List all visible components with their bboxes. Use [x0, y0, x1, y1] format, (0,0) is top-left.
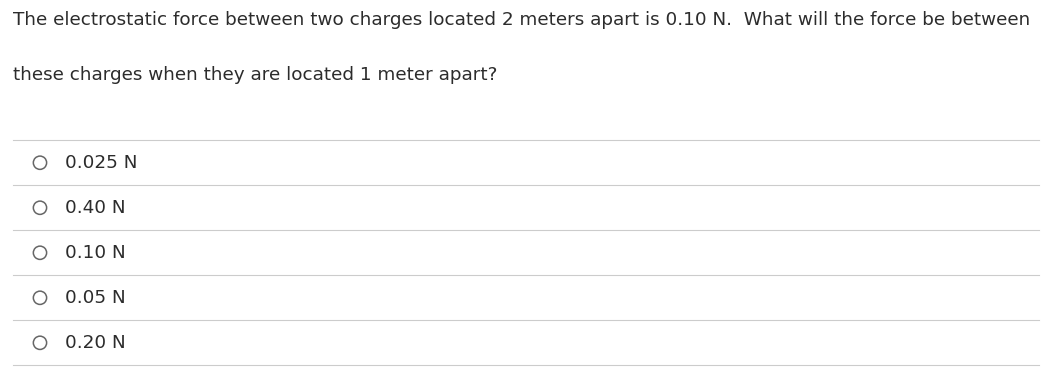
Text: 0.20 N: 0.20 N	[65, 334, 126, 352]
Text: 0.10 N: 0.10 N	[65, 244, 126, 262]
Ellipse shape	[34, 156, 46, 169]
Ellipse shape	[34, 246, 46, 259]
Text: 0.025 N: 0.025 N	[65, 154, 138, 172]
Ellipse shape	[34, 291, 46, 304]
Ellipse shape	[34, 201, 46, 214]
Text: 0.40 N: 0.40 N	[65, 199, 126, 217]
Ellipse shape	[34, 336, 46, 349]
Text: these charges when they are located 1 meter apart?: these charges when they are located 1 me…	[13, 66, 497, 85]
Text: The electrostatic force between two charges located 2 meters apart is 0.10 N.  W: The electrostatic force between two char…	[13, 11, 1030, 29]
Text: 0.05 N: 0.05 N	[65, 289, 126, 307]
